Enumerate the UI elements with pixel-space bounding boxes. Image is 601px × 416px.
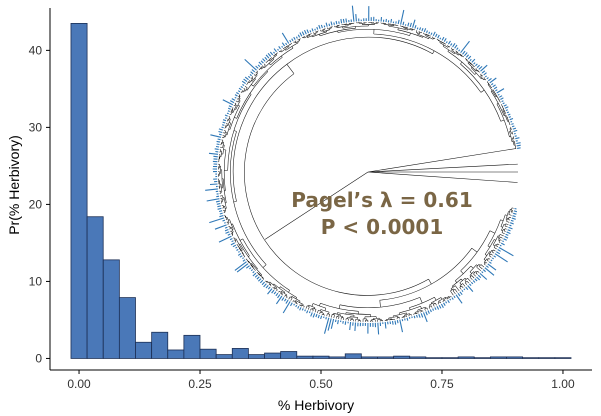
phylogeny-branches [217, 21, 518, 323]
histogram-bar [296, 355, 314, 359]
x-ticks: 0.00 0.25 0.50 0.75 1.00 [67, 370, 575, 391]
histogram-bar [393, 355, 411, 359]
histogram-bar [489, 356, 507, 359]
tip-herbivory-bars [205, 5, 521, 335]
histogram-bar [457, 356, 475, 359]
y-tick-label: 10 [29, 274, 43, 288]
x-tick-label: 0.00 [67, 377, 91, 391]
histogram-bar [167, 349, 185, 359]
histogram-bar [522, 357, 540, 359]
y-tick-label: 30 [29, 120, 43, 134]
y-ticks: 0 10 20 30 40 [29, 43, 50, 365]
x-axis-title: % Herbivory [278, 397, 354, 413]
histogram-bar [409, 356, 427, 359]
histogram-bar [538, 357, 556, 359]
histogram-bar [183, 334, 201, 359]
pagel-lambda-annotation: Pagel’s λ = 0.61 [291, 188, 473, 212]
histogram-bar [312, 355, 330, 359]
histogram-bar [425, 357, 443, 359]
y-axis-title: Pr(% Herbivory) [6, 135, 22, 235]
y-tick-label: 0 [35, 351, 42, 365]
histogram-bar [280, 351, 298, 359]
histogram-bar [215, 354, 233, 359]
histogram-bar [360, 356, 378, 359]
x-tick-label: 0.75 [430, 377, 454, 391]
histogram-bar [248, 354, 265, 359]
histogram-bar [473, 357, 491, 359]
histogram-bars [70, 22, 572, 359]
histogram-bar [377, 356, 394, 359]
histogram-bar [70, 22, 88, 359]
histogram-bar [151, 331, 169, 359]
histogram-bar [135, 341, 153, 359]
histogram-bar [441, 357, 459, 359]
histogram-bar [554, 357, 572, 359]
y-tick-label: 40 [29, 43, 43, 57]
histogram-bar [199, 348, 217, 359]
histogram-bar [264, 352, 282, 359]
x-tick-label: 0.25 [188, 377, 212, 391]
histogram-bar [86, 216, 104, 359]
y-tick-label: 20 [29, 197, 43, 211]
phylogeny-inset [205, 5, 521, 335]
histogram-bar [328, 356, 346, 359]
histogram-bar [118, 297, 136, 359]
x-tick-label: 1.00 [551, 377, 575, 391]
histogram-bar [102, 259, 120, 359]
histogram-bar [344, 353, 362, 359]
p-value-annotation: P < 0.0001 [321, 215, 444, 239]
histogram-bar [231, 348, 249, 359]
histogram-bar [506, 356, 524, 359]
x-tick-label: 0.50 [309, 377, 333, 391]
